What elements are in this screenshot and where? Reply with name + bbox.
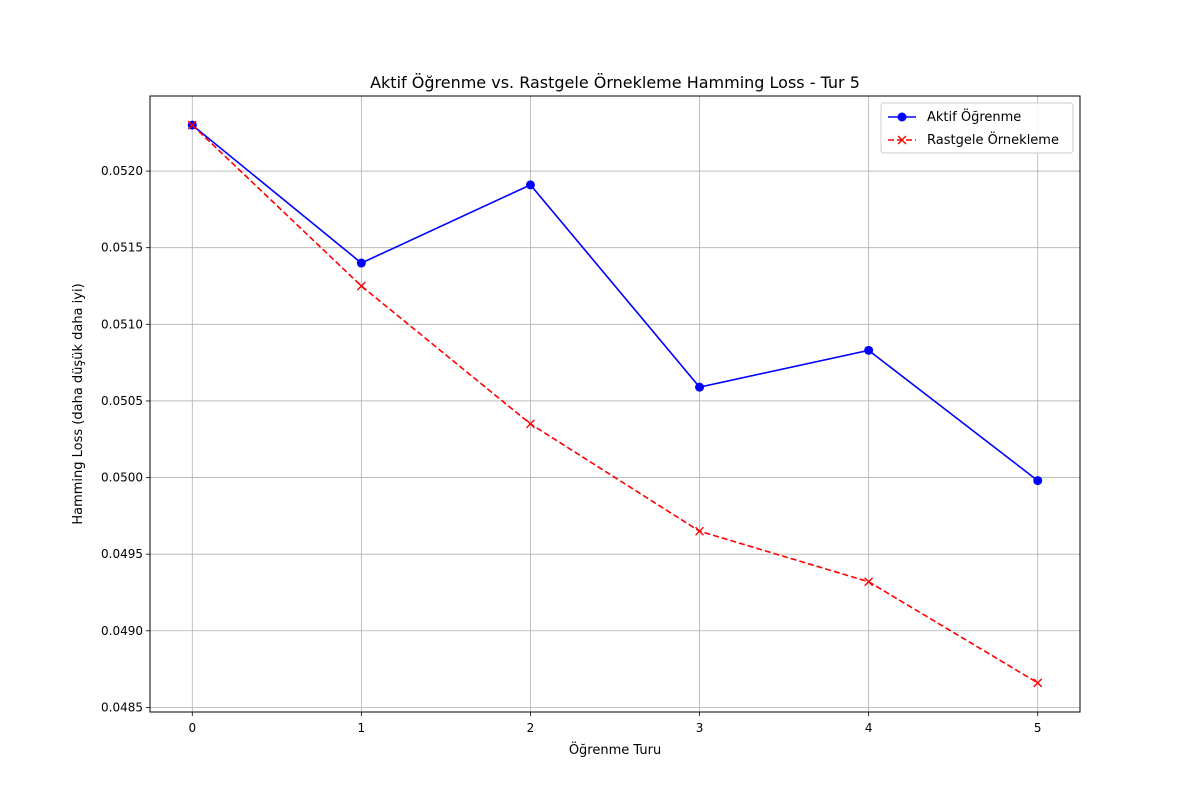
y-tick-label: 0.0510	[101, 317, 143, 331]
legend-label-rastgele: Rastgele Örnekleme	[927, 131, 1059, 148]
legend: Aktif Öğrenme Rastgele Örnekleme	[880, 102, 1074, 154]
data-point-aktif	[695, 382, 705, 392]
y-tick-label: 0.0490	[101, 624, 143, 638]
legend-label-aktif: Aktif Öğrenme	[927, 108, 1021, 125]
data-point-rastgele	[1033, 678, 1043, 688]
x-tick-label: 3	[696, 721, 704, 735]
x-tick-label: 0	[188, 721, 196, 735]
series-line-rastgele	[191, 124, 1039, 684]
data-point-aktif	[1033, 476, 1043, 486]
legend-box	[880, 102, 1074, 154]
data-point-rastgele	[525, 419, 535, 429]
x-axis-label: Öğrenme Turu	[569, 741, 661, 758]
x-tick-label: 5	[1034, 721, 1042, 735]
x-tick-label: 2	[527, 721, 535, 735]
x-tick-label: 4	[865, 721, 873, 735]
y-axis-label: Hamming Loss (daha düşük daha iyi)	[71, 283, 86, 524]
x-tick-label: 1	[358, 721, 366, 735]
data-point-aktif	[356, 258, 366, 268]
plot-frame	[149, 95, 1081, 713]
data-point-rastgele	[864, 577, 874, 587]
y-tick-label: 0.0485	[101, 700, 143, 714]
data-point-rastgele	[695, 526, 705, 536]
legend-marker-rastgele	[897, 135, 907, 145]
data-point-aktif	[525, 180, 535, 190]
series-layer	[187, 120, 1043, 688]
y-tick-label: 0.0500	[101, 471, 143, 485]
y-tick-label: 0.0515	[101, 241, 143, 255]
data-point-rastgele	[356, 281, 366, 291]
data-point-rastgele	[187, 120, 197, 130]
legend-marker-aktif	[897, 112, 907, 122]
y-tick-label: 0.0495	[101, 547, 143, 561]
chart-title: Aktif Öğrenme vs. Rastgele Örnekleme Ham…	[370, 73, 860, 92]
y-tick-label: 0.0520	[101, 164, 143, 178]
series-line-aktif	[191, 124, 1039, 482]
y-tick-label: 0.0505	[101, 394, 143, 408]
ticks: 0 1 2 3 4 5 0.0485 0.0490 0.0495 0.0500 0.0505 0.05…	[101, 164, 1042, 735]
data-point-aktif	[864, 345, 874, 355]
